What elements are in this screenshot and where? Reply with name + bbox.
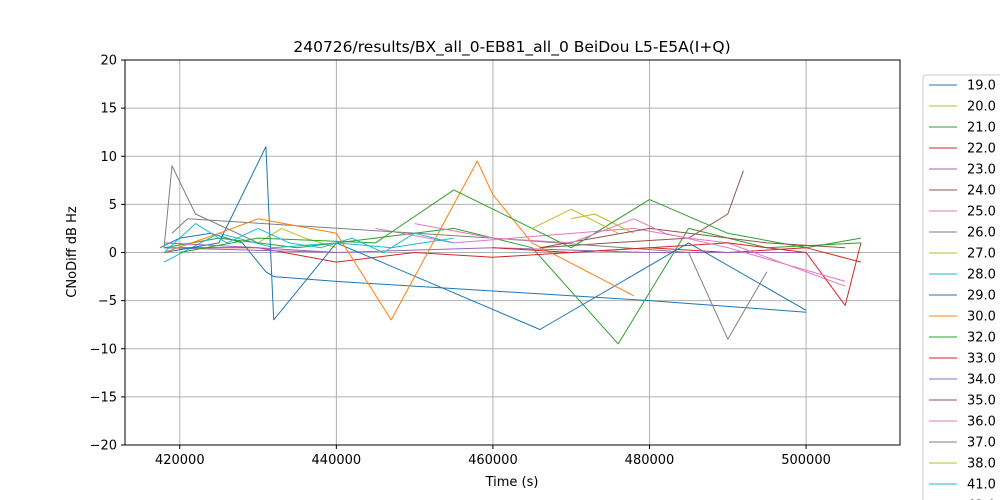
- legend-label: 33.0: [967, 352, 996, 367]
- legend-label: 35.0: [967, 394, 996, 409]
- series-line-36.0: [414, 218, 846, 282]
- x-tick-label: 500000: [781, 453, 831, 468]
- y-tick-label: −20: [90, 439, 117, 454]
- legend-label: 38.0: [967, 457, 996, 472]
- series-line-34.0: [164, 242, 337, 253]
- series-line-38.0: [531, 208, 619, 234]
- series-line-26.0: [171, 218, 768, 340]
- chart-title: 240726/results/BX_all_0-EB81_all_0 BeiDo…: [293, 38, 730, 57]
- y-tick-label: 10: [100, 150, 117, 165]
- series-line-41.0: [163, 223, 454, 253]
- legend-label: 20.0: [967, 100, 996, 115]
- series-line-37.0: [163, 165, 259, 248]
- x-tick-label: 440000: [312, 453, 362, 468]
- y-tick-label: 5: [109, 198, 117, 213]
- x-tick-label: 460000: [468, 453, 518, 468]
- legend-label: 28.0: [967, 268, 996, 283]
- legend-label: 21.0: [967, 121, 996, 136]
- legend: 19.0 20.0 21.0 22.0 23.0 24.0 25.0 26.0 27.0 28.0…: [922, 74, 1000, 500]
- legend-label: 41.0: [967, 478, 996, 493]
- y-tick-label: −10: [90, 342, 117, 357]
- x-tick-label: 480000: [625, 453, 675, 468]
- legend-label: 32.0: [967, 331, 996, 346]
- legend-label: 37.0: [967, 436, 996, 451]
- series-line-21.0: [164, 227, 861, 345]
- series-line-29.0: [164, 146, 807, 330]
- x-ticks: 420000 440000 460000 480000 500000: [155, 445, 831, 468]
- legend-label: 22.0: [967, 142, 996, 157]
- legend-label: 29.0: [967, 289, 996, 304]
- series-line-22.0: [164, 247, 862, 263]
- legend-label: 34.0: [967, 373, 996, 388]
- legend-label: 27.0: [967, 247, 996, 262]
- legend-label: 24.0: [967, 184, 996, 199]
- series-lines: [159, 146, 862, 345]
- legend-label: 19.0: [967, 79, 996, 94]
- legend-label: 30.0: [967, 310, 996, 325]
- legend-label: 26.0: [967, 226, 996, 241]
- x-tick-label: 420000: [155, 453, 205, 468]
- x-axis-label: Time (s): [485, 475, 539, 490]
- y-tick-label: 15: [100, 102, 117, 117]
- series-line-33.0: [492, 242, 862, 306]
- y-tick-label: −5: [98, 294, 117, 309]
- y-axis-label: CNoDiff dB Hz: [65, 206, 80, 298]
- series-line-25.0: [375, 227, 846, 287]
- series-line-19.0: [159, 232, 807, 313]
- legend-label: 42.0: [967, 499, 996, 500]
- y-tick-label: −15: [90, 390, 117, 405]
- legend-frame: [922, 74, 1000, 500]
- series-line-35.0: [539, 227, 846, 249]
- y-tick-label: 0: [109, 246, 117, 261]
- series-line-32.0: [179, 189, 861, 253]
- series-line-30.0: [163, 160, 635, 321]
- legend-label: 36.0: [967, 415, 996, 430]
- series-line-27.0: [571, 213, 635, 234]
- legend-label: 25.0: [967, 205, 996, 220]
- y-ticks: −20 −15 −10 −5 0 5 10 15 20: [90, 54, 125, 454]
- y-tick-label: 20: [100, 54, 117, 69]
- legend-label: 23.0: [967, 163, 996, 178]
